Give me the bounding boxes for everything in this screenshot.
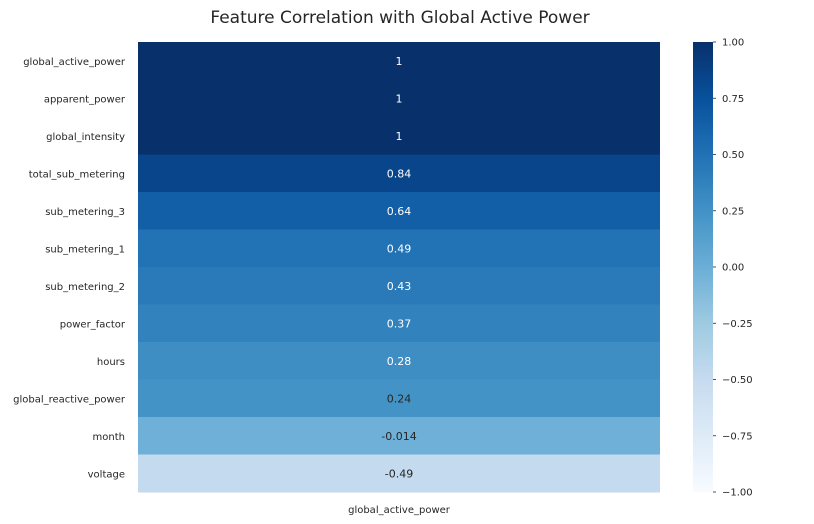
cell-value-label: 0.24 [387, 392, 412, 405]
row-label: sub_metering_3 [45, 207, 125, 218]
row-label: global_reactive_power [13, 394, 126, 405]
colorbar-tick-label: −1.00 [722, 488, 753, 499]
row-label: voltage [88, 469, 125, 480]
cell-value-label: 1 [396, 130, 403, 143]
row-label: global_intensity [46, 132, 125, 143]
cell-value-label: 1 [396, 55, 403, 68]
column-label: global_active_power [348, 505, 451, 516]
colorbar-tick-label: 0.50 [722, 150, 744, 161]
colorbar-tick-label: 0.00 [722, 263, 744, 274]
cell-value-label: 0.37 [387, 317, 412, 330]
heatmap-cell [138, 192, 660, 230]
colorbar-tick-label: 0.25 [722, 206, 744, 217]
heatmap-cell [138, 42, 660, 80]
row-label: power_factor [60, 319, 126, 330]
cell-value-label: 1 [396, 92, 403, 105]
colorbar-tick-label: −0.75 [722, 431, 753, 442]
cell-value-label: 0.64 [387, 205, 412, 218]
heatmap-cell [138, 117, 660, 155]
heatmap-cell [138, 417, 660, 455]
colorbar-tick-label: −0.25 [722, 319, 753, 330]
row-label: global_active_power [23, 57, 126, 68]
row-label: month [93, 432, 125, 443]
heatmap-cell [138, 267, 660, 305]
heatmap-cell [138, 229, 660, 268]
row-label: sub_metering_2 [45, 282, 125, 293]
row-label: total_sub_metering [29, 169, 125, 180]
cell-value-label: 0.43 [387, 280, 412, 293]
colorbar-tick-label: −0.50 [722, 375, 753, 386]
row-label: hours [97, 357, 125, 368]
cell-value-label: 0.28 [387, 355, 412, 368]
cell-value-label: 0.49 [387, 242, 412, 255]
colorbar-tick-label: 0.75 [722, 94, 744, 105]
colorbar-tick-label: 1.00 [722, 38, 744, 49]
heatmap-cell [138, 154, 660, 193]
heatmap-cell [138, 454, 660, 493]
heatmap-cell [138, 304, 660, 343]
row-label: sub_metering_1 [45, 244, 125, 255]
cell-value-label: -0.49 [385, 467, 413, 480]
chart-title: Feature Correlation with Global Active P… [210, 8, 590, 28]
cell-value-label: -0.014 [381, 430, 416, 443]
heatmap-cell [138, 79, 660, 118]
row-label: apparent_power [44, 94, 126, 105]
colorbar [693, 42, 713, 492]
heatmap-cell [138, 342, 660, 380]
heatmap-cell [138, 379, 660, 418]
cell-value-label: 0.84 [387, 167, 412, 180]
